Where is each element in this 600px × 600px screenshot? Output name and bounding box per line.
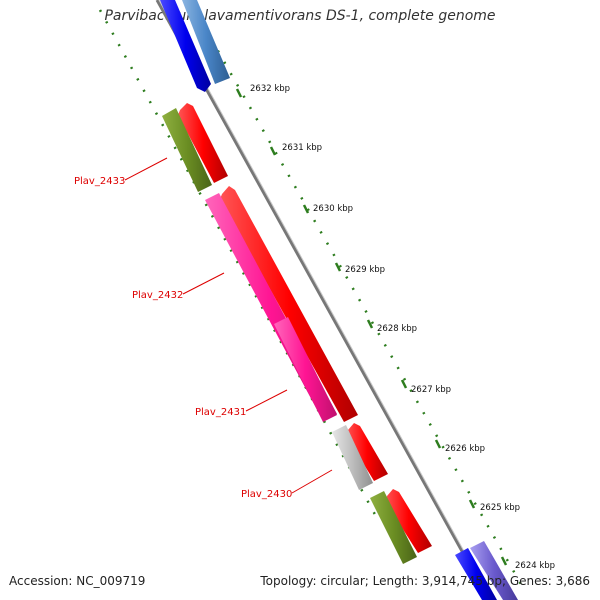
genome-backbone bbox=[157, 0, 489, 600]
gene-label-plav-2433[interactable]: Plav_2433 bbox=[74, 176, 125, 187]
kbp-label: 2628 kbp bbox=[377, 324, 417, 334]
gene-label-plav-2430[interactable]: Plav_2430 bbox=[241, 489, 292, 500]
kbp-label: 2632 kbp bbox=[250, 84, 290, 94]
reverse-strand-features bbox=[160, 0, 518, 600]
genome-map: 2632 kbp 2631 kbp 2630 kbp 2629 kbp 2628… bbox=[0, 0, 600, 600]
genome-info-text: Topology: circular; Length: 3,914,745 bp… bbox=[260, 574, 590, 588]
kbp-label: 2629 kbp bbox=[345, 265, 385, 275]
gene-label-plav-2432[interactable]: Plav_2432 bbox=[132, 290, 183, 301]
kbp-label: 2631 kbp bbox=[282, 143, 322, 153]
kbp-label: 2627 kbp bbox=[411, 385, 451, 395]
accession-text: Accession: NC_009719 bbox=[9, 574, 145, 588]
cds-arrow bbox=[220, 186, 358, 422]
gene-label-plav-2431[interactable]: Plav_2431 bbox=[195, 407, 246, 418]
kbp-label: 2624 kbp bbox=[515, 561, 555, 571]
kbp-label: 2630 kbp bbox=[313, 204, 353, 214]
kbp-label: 2626 kbp bbox=[445, 444, 485, 454]
kbp-label: 2625 kbp bbox=[480, 503, 520, 513]
outer-dotted-line bbox=[205, 28, 522, 586]
